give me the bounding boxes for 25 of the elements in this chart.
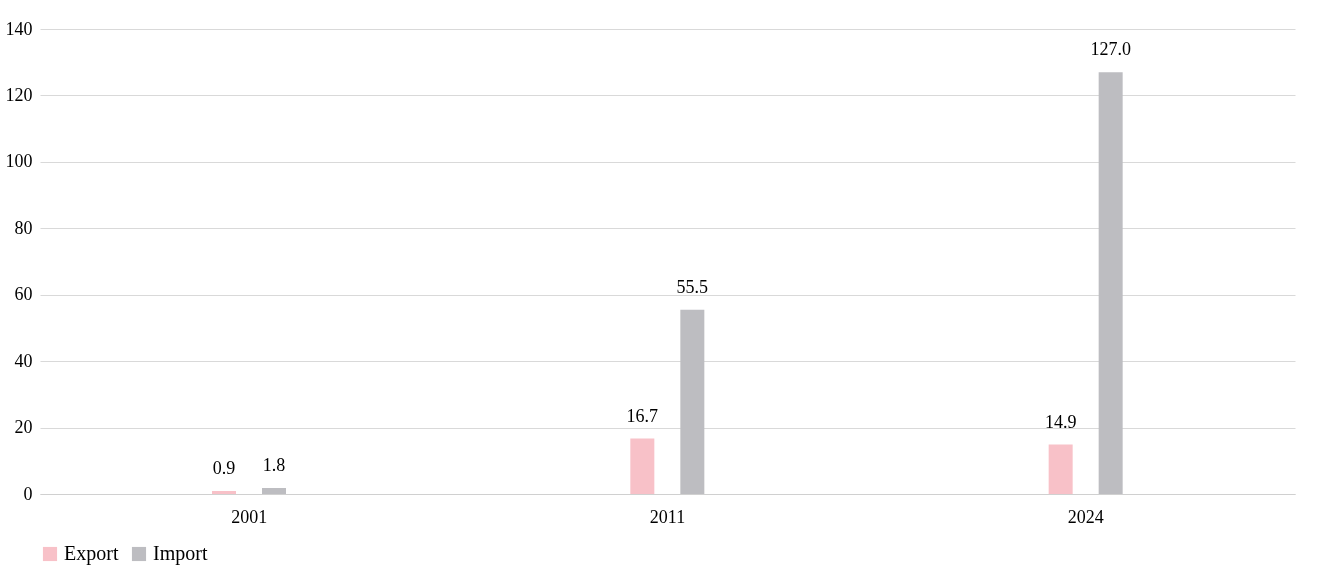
- legend-label: Export: [64, 542, 119, 565]
- data-label: 1.8: [262, 455, 286, 476]
- y-tick-label: 20: [14, 417, 33, 438]
- bar: [1098, 72, 1123, 494]
- x-tick-label: 2024: [1067, 506, 1104, 527]
- y-tick-label: 100: [5, 151, 33, 172]
- y-tick-label: 40: [14, 350, 33, 371]
- legend-label: Import: [153, 542, 208, 565]
- bar: [262, 488, 286, 494]
- bar: [630, 438, 655, 494]
- data-label: 16.7: [626, 405, 659, 426]
- data-label: 127.0: [1090, 39, 1131, 60]
- data-label: 0.9: [212, 458, 236, 479]
- x-tick-label: 2011: [649, 506, 686, 527]
- y-tick-label: 80: [14, 217, 33, 238]
- y-tick-label: 60: [14, 284, 33, 305]
- bar: [1048, 444, 1073, 494]
- bar: [680, 309, 705, 494]
- y-tick-label: 120: [5, 84, 33, 105]
- data-label: 14.9: [1044, 411, 1077, 432]
- data-label: 55.5: [676, 276, 709, 297]
- y-tick-label: 140: [5, 18, 33, 39]
- x-tick-label: 2001: [231, 506, 268, 527]
- bar: [212, 491, 236, 494]
- y-tick-label: 0: [23, 483, 33, 504]
